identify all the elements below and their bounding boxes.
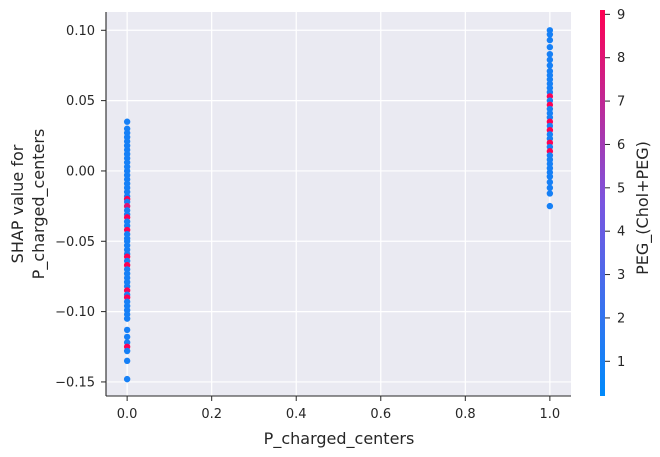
y-tick-label: 0.10 bbox=[66, 24, 95, 39]
x-tick-label: 0.6 bbox=[370, 407, 391, 422]
data-point bbox=[546, 43, 554, 51]
data-point bbox=[546, 202, 554, 210]
data-point bbox=[546, 178, 554, 186]
data-point bbox=[123, 118, 131, 125]
colorbar-tick-label: 3 bbox=[617, 268, 625, 283]
x-tick-label: 0.4 bbox=[286, 407, 307, 422]
colorbar-tick-label: 9 bbox=[617, 8, 625, 23]
data-point bbox=[546, 56, 554, 64]
data-point bbox=[546, 50, 554, 58]
data-point bbox=[123, 375, 131, 383]
colorbar-tick-label: 8 bbox=[617, 51, 625, 66]
data-point bbox=[546, 31, 554, 38]
data-point bbox=[546, 184, 554, 192]
y-tick-label: 0.05 bbox=[66, 94, 95, 109]
y-tick-label: −0.15 bbox=[55, 375, 95, 390]
x-axis-label: P_charged_centers bbox=[264, 429, 415, 449]
colorbar-tick-label: 7 bbox=[617, 95, 625, 110]
y-tick-label: 0.00 bbox=[66, 164, 95, 179]
colorbar-tick-label: 2 bbox=[617, 311, 625, 326]
y-tick-label: −0.10 bbox=[55, 305, 95, 320]
plot-area bbox=[106, 12, 571, 396]
y-tick-label: −0.05 bbox=[55, 235, 95, 250]
data-point bbox=[546, 36, 554, 44]
colorbar bbox=[600, 10, 605, 396]
y-ticks: −0.15 −0.10 −0.05 0.00 0.05 0.10 bbox=[55, 24, 106, 390]
data-point bbox=[546, 190, 554, 197]
x-tick-label: 0.8 bbox=[455, 407, 476, 422]
data-point bbox=[123, 357, 131, 365]
data-point bbox=[546, 62, 554, 69]
data-point bbox=[123, 333, 131, 341]
data-point bbox=[123, 347, 131, 355]
colorbar-tick-label: 4 bbox=[617, 225, 625, 240]
data-point bbox=[123, 315, 131, 322]
y-axis-label-line2: P_charged_centers bbox=[29, 129, 49, 280]
colorbar-ticks: 1 2 3 4 5 6 7 8 9 bbox=[605, 8, 625, 370]
data-point bbox=[123, 326, 131, 334]
x-ticks: 0.0 0.2 0.4 0.6 0.8 1.0 bbox=[117, 396, 560, 422]
x-tick-label: 1.0 bbox=[540, 407, 561, 422]
x-tick-label: 0.2 bbox=[201, 407, 222, 422]
data-point bbox=[546, 173, 554, 180]
x-tick-label: 0.0 bbox=[117, 407, 138, 422]
colorbar-label: PEG_(Chol+PEG) bbox=[633, 141, 653, 275]
colorbar-tick-label: 5 bbox=[617, 181, 625, 196]
colorbar-tick-label: 6 bbox=[617, 138, 625, 153]
colorbar-tick-label: 1 bbox=[617, 355, 625, 370]
data-points bbox=[123, 27, 554, 383]
y-axis-label-line1: SHAP value for bbox=[8, 144, 27, 263]
